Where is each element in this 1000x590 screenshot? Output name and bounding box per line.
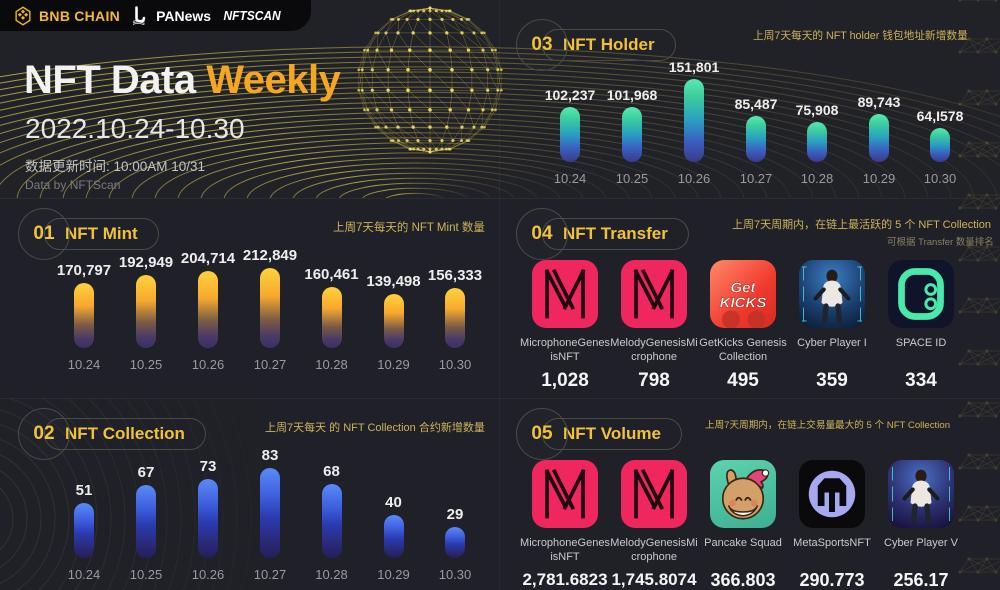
svg-text:KICKS: KICKS	[720, 295, 767, 312]
